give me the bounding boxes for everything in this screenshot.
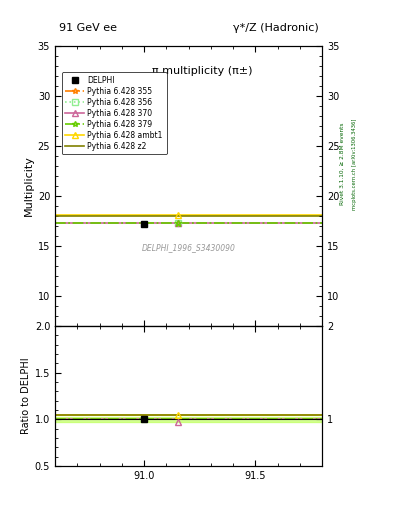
Text: 91 GeV ee: 91 GeV ee (59, 23, 117, 33)
Text: mcplots.cern.ch [arXiv:1306.3436]: mcplots.cern.ch [arXiv:1306.3436] (352, 118, 357, 209)
Text: DELPHI_1996_S3430090: DELPHI_1996_S3430090 (142, 243, 235, 252)
Y-axis label: Multiplicity: Multiplicity (24, 156, 33, 217)
Text: Rivet 3.1.10, ≥ 2.8M events: Rivet 3.1.10, ≥ 2.8M events (340, 122, 345, 205)
Legend: DELPHI, Pythia 6.428 355, Pythia 6.428 356, Pythia 6.428 370, Pythia 6.428 379, : DELPHI, Pythia 6.428 355, Pythia 6.428 3… (62, 72, 167, 155)
Y-axis label: Ratio to DELPHI: Ratio to DELPHI (20, 358, 31, 434)
Text: π multiplicity (π±): π multiplicity (π±) (152, 66, 252, 76)
Bar (55, 417, 322, 422)
Text: γ*/Z (Hadronic): γ*/Z (Hadronic) (233, 23, 318, 33)
